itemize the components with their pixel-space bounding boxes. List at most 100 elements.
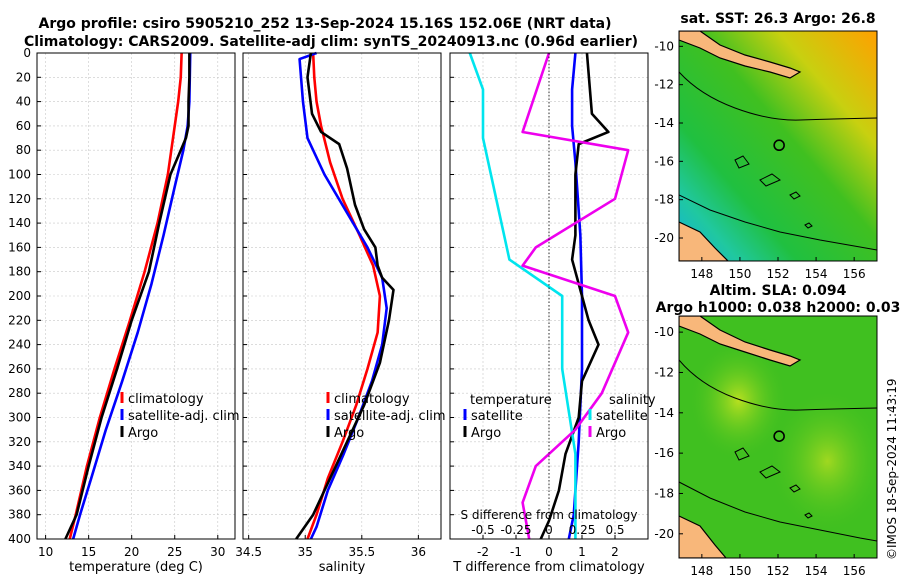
map-y-tick-label: -20 [654,231,674,245]
x-axis-label: temperature (deg C) [69,560,203,575]
map-y-tick-label: -10 [654,325,674,339]
y-tick-label: 40 [16,95,31,109]
sla-land-north [679,316,802,367]
series-line-argo [64,53,191,540]
y-tick-label: 240 [8,338,31,352]
map-y-tick-label: -18 [654,193,674,207]
x-tick-label: 35 [298,545,313,559]
map-y-tick-label: -12 [654,365,674,379]
sla-map-title: Altim. SLA: 0.094 [710,283,847,299]
series-line-s-argo [521,52,630,540]
sst-land-north [679,31,802,79]
legend-label: Argo [471,426,501,441]
legend-title-temperature: temperature [470,393,552,408]
temperature-panel: 0 20 40 60 80 100 120 140 160 180 200 220 240 260 280 3… [8,46,240,575]
map-y-tick-label: -16 [654,154,674,168]
sst-map: sat. SST: 26.3 Argo: 26.8 148 150 152 154 15… [654,11,878,281]
s-tick-label: -0.5 [471,523,494,537]
series-line-satellite-adj-clim [298,51,388,540]
sla-map-subtitle: Argo h1000: 0.038 h2000: 0.03 [656,300,900,316]
y-tick-label: 220 [8,313,31,327]
legend-label: satellite [471,409,523,424]
y-tick-label: 0 [23,46,31,60]
s-tick-label: 0.5 [605,523,624,537]
series-line-t-argo [539,52,610,540]
map-y-tick-label: -14 [654,406,674,420]
legend-label: satellite [596,409,648,424]
y-tick-label: 60 [16,119,31,133]
map-x-tick-label: 156 [843,267,866,281]
sla-land-south [679,515,727,558]
x-tick-label: 1 [578,545,586,559]
map-y-tick-label: -12 [654,78,674,92]
y-tick-label: 160 [8,240,31,254]
x-tick-label: 20 [124,545,139,559]
series-line-climatology [306,52,382,540]
x-tick-label: 36 [411,545,426,559]
legend-label: Argo [128,426,158,441]
y-tick-label: 400 [8,532,31,546]
map-x-tick-label: 148 [690,564,713,578]
map-y-tick-label: -14 [654,116,674,130]
y-tick-label: 100 [8,168,31,182]
y-tick-label: 200 [8,289,31,303]
x-tick-label: 35.5 [348,545,375,559]
y-tick-label: 280 [8,386,31,400]
map-x-tick-label: 154 [805,267,828,281]
float-position-marker [773,430,785,442]
s-axis-label: S difference from climatology [461,508,638,522]
x-tick-label: 2 [611,545,619,559]
legend-label: satellite-adj. clim [128,409,240,424]
sst-map-title: sat. SST: 26.3 Argo: 26.8 [680,11,875,27]
timestamp: ©IMOS 18-Sep-2024 11:43:19 [885,378,899,560]
y-tick-label: 120 [8,192,31,206]
figure-title-line2: Climatology: CARS2009. Satellite-adj cli… [24,34,638,50]
y-tick-label: 180 [8,265,31,279]
map-x-tick-label: 150 [728,564,751,578]
series-line-climatology [68,52,183,540]
map-x-tick-label: 152 [767,267,790,281]
x-tick-label: 10 [38,545,53,559]
y-tick-label: 320 [8,435,31,449]
x-tick-label: -1 [510,545,522,559]
float-position-marker [773,139,785,152]
figure-title-line1: Argo profile: csiro 5905210_252 13-Sep-2… [39,16,612,32]
y-tick-label: 140 [8,216,31,230]
map-x-tick-label: 156 [843,564,866,578]
y-tick-label: 340 [8,459,31,473]
map-y-tick-label: -16 [654,446,674,460]
map-y-tick-label: -20 [654,527,674,541]
map-y-tick-label: -18 [654,486,674,500]
map-x-tick-label: 154 [805,564,828,578]
x-tick-label: 34.5 [235,545,262,559]
y-tick-label: 20 [16,70,31,84]
series-line-argo [295,52,395,540]
salinity-panel: 34.5 35 35.5 36 salinity climatology satellite… [235,51,446,575]
x-tick-label: 25 [167,545,182,559]
s-tick-label: 0 [545,523,553,537]
legend-label: climatology [334,392,410,407]
map-x-tick-label: 148 [690,267,713,281]
y-tick-label: 260 [8,362,31,376]
legend-label: Argo [596,426,626,441]
sla-map: Altim. SLA: 0.094 Argo h1000: 0.038 h200… [654,283,900,578]
y-tick-label: 360 [8,483,31,497]
legend-label: climatology [128,392,204,407]
series-line-s-satellite [468,52,577,539]
x-axis-label: T difference from climatology [452,560,645,575]
x-tick-label: 0 [545,545,553,559]
legend-label: Argo [334,426,364,441]
sst-land-south [679,221,729,261]
legend-title-salinity: salinity [609,393,656,408]
map-y-tick-label: -10 [654,39,674,53]
x-axis-label: salinity [319,560,366,575]
s-tick-label: 0.25 [569,523,596,537]
x-tick-label: -2 [477,545,489,559]
y-tick-label: 80 [16,143,31,157]
map-x-tick-label: 152 [767,564,790,578]
x-tick-label: 15 [81,545,96,559]
y-tick-label: 380 [8,508,31,522]
x-tick-label: 30 [210,545,225,559]
map-x-tick-label: 150 [728,267,751,281]
difference-panel: -2 -1 0 1 2T difference from climatology temp… [449,52,656,575]
